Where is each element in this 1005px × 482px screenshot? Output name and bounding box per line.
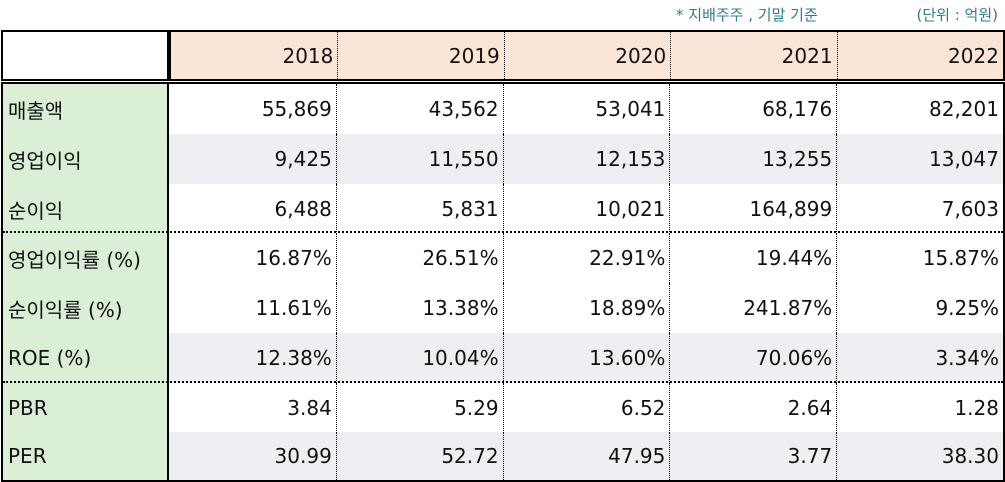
table-cell: 164,899 [669, 184, 836, 234]
table-row-pbr: PBR 3.84 5.29 6.52 2.64 1.28 [3, 383, 1003, 433]
table-cell: 6,488 [274, 197, 332, 221]
table-cell: 11,550 [335, 134, 503, 184]
table-cell: 16.87% [255, 246, 332, 270]
table-row-per: PER 30.99 52.72 47.95 3.77 38.30 [3, 432, 1003, 480]
row-label: 순이익 [8, 198, 64, 223]
table-cell: 82,201 [836, 84, 1003, 134]
group-separator [3, 381, 1003, 383]
table-cell: 47.95 [502, 432, 670, 480]
table-cell: 70.06% [669, 333, 836, 383]
year-header-2018: 2018 [282, 43, 334, 68]
table-cell: 52.72 [335, 432, 503, 480]
table-cell: 5.29 [335, 383, 503, 433]
table-cell: 2.64 [669, 383, 836, 433]
row-label: 영업이익률 (%) [8, 247, 141, 272]
table-cell: 3.34% [836, 333, 1003, 383]
table-cell: 10,021 [502, 184, 670, 234]
row-label: PBR [8, 396, 48, 420]
table-cell: 15.87% [836, 233, 1003, 283]
table-cell: 55,869 [261, 97, 332, 121]
table-row-revenue: 매출액 55,869 43,562 53,041 68,176 82,201 [3, 84, 1003, 134]
table-cell: 68,176 [669, 84, 836, 134]
table-cell: 3.84 [287, 396, 332, 420]
row-label: ROE (%) [8, 346, 92, 370]
table-cell: 38.30 [836, 432, 1003, 480]
table-cell: 3.77 [669, 432, 836, 480]
year-header-row: 2018 2019 2020 2021 2022 [169, 30, 1005, 81]
table-cell: 1.28 [836, 383, 1003, 433]
table-cell: 26.51% [335, 233, 503, 283]
table-row-roe: ROE (%) 12.38% 10.04% 13.60% 70.06% 3.34… [3, 333, 1003, 383]
year-header-2020: 2020 [503, 32, 670, 79]
table-cell: 11.61% [255, 296, 332, 320]
table-cell: 18.89% [502, 283, 670, 333]
table-cell: 6.52 [502, 383, 670, 433]
table-cell: 13,047 [836, 134, 1003, 184]
year-header-2019: 2019 [337, 32, 503, 79]
label-column [3, 84, 169, 480]
table-cell: 30.99 [274, 444, 332, 468]
table-cell: 19.44% [669, 233, 836, 283]
table-cell: 53,041 [502, 84, 670, 134]
table-cell: 13.38% [335, 283, 503, 333]
table-row-operating-profit: 영업이익 9,425 11,550 12,153 13,255 13,047 [3, 134, 1003, 184]
table-cell: 241.87% [669, 283, 836, 333]
table-cell: 7,603 [836, 184, 1003, 234]
unit-note: (단위 : 억원) [916, 6, 999, 24]
row-label: 영업이익 [8, 148, 82, 173]
year-header-2022: 2022 [836, 32, 1003, 79]
financial-table: 매출액 55,869 43,562 53,041 68,176 82,201 영… [1, 82, 1005, 482]
table-cell: 13.60% [502, 333, 670, 383]
table-cell: 10.04% [335, 333, 503, 383]
table-cell: 43,562 [335, 84, 503, 134]
table-cell: 9.25% [836, 283, 1003, 333]
row-label: PER [8, 444, 47, 468]
table-cell: 9,425 [274, 147, 332, 171]
year-header-2021: 2021 [670, 32, 836, 79]
table-cell: 12,153 [502, 134, 670, 184]
basis-note: * 지배주주 , 기말 기준 [676, 6, 818, 24]
row-label: 순이익률 (%) [8, 297, 123, 322]
table-cell: 22.91% [502, 233, 670, 283]
row-label: 매출액 [8, 98, 64, 123]
table-row-operating-margin: 영업이익률 (%) 16.87% 26.51% 22.91% 19.44% 15… [3, 233, 1003, 283]
table-row-net-margin: 순이익률 (%) 11.61% 13.38% 18.89% 241.87% 9.… [3, 283, 1003, 333]
table-cell: 5,831 [335, 184, 503, 234]
group-separator [3, 231, 1003, 233]
table-cell: 12.38% [255, 346, 332, 370]
table-cell: 13,255 [669, 134, 836, 184]
table-row-net-income: 순이익 6,488 5,831 10,021 164,899 7,603 [3, 184, 1003, 234]
header-corner-cell [1, 30, 169, 81]
